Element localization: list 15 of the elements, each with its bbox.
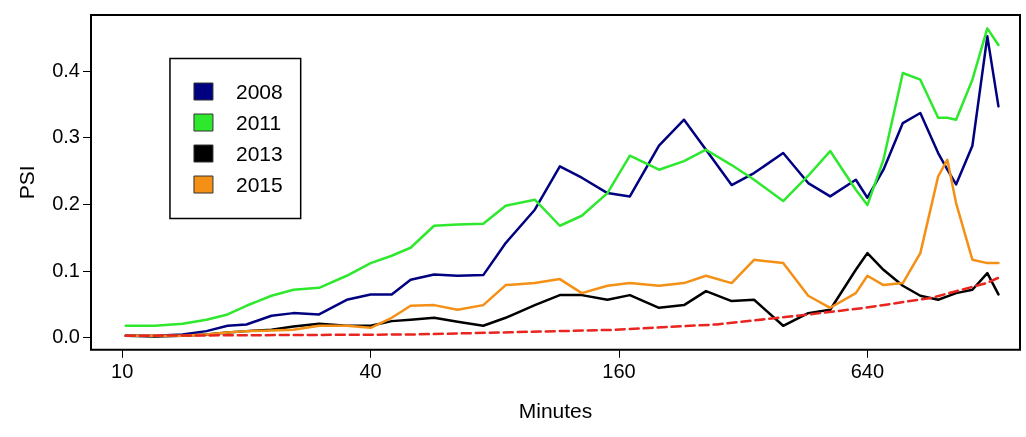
y-tick-label: 0.0 (52, 325, 80, 348)
legend-label: 2008 (235, 79, 283, 103)
x-tick-label: 10 (111, 360, 134, 383)
y-tick-label: 0.2 (52, 191, 80, 214)
y-axis-title: PSI (15, 165, 39, 200)
x-tick-label: 40 (359, 360, 382, 383)
legend-label: 2011 (235, 110, 282, 134)
y-tick-label: 0.4 (52, 58, 80, 81)
legend-label: 2015 (235, 172, 283, 196)
y-tick-label: 0.3 (52, 125, 80, 148)
legend-label: 2013 (235, 141, 283, 165)
x-tick-label: 640 (850, 360, 885, 383)
x-tick-label: 160 (602, 360, 636, 383)
x-axis-title: Minutes (518, 399, 593, 423)
y-tick-label: 0.1 (52, 258, 80, 281)
